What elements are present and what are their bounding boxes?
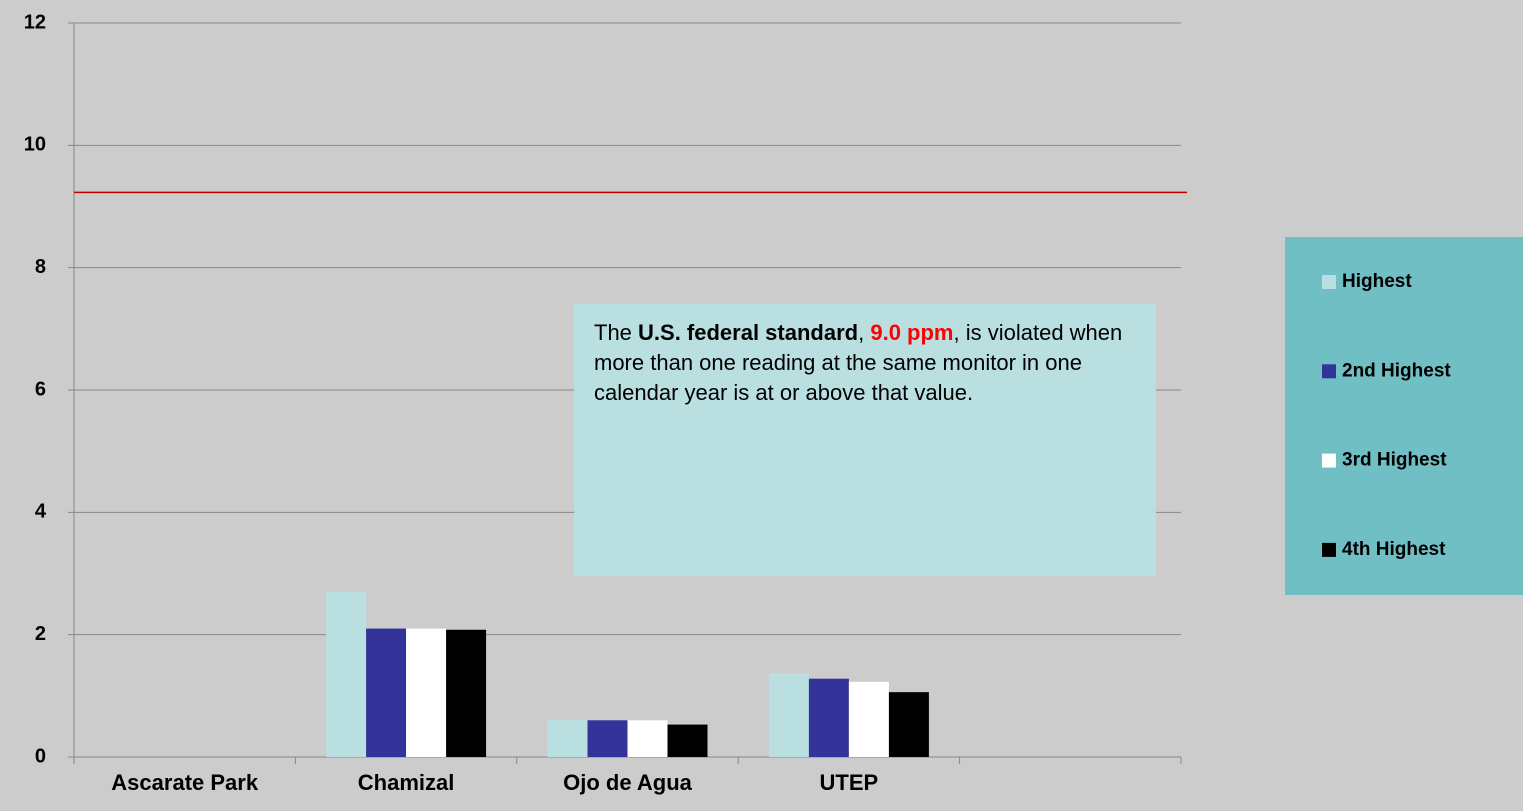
annotation-text: The xyxy=(594,320,639,345)
x-tick-label: Ojo de Agua xyxy=(563,770,693,795)
y-tick-label: 10 xyxy=(24,134,46,156)
bar xyxy=(768,673,809,757)
y-tick-label: 12 xyxy=(24,11,46,33)
legend-swatch xyxy=(1322,453,1336,468)
annotation-text: 9.0 ppm xyxy=(870,320,954,345)
legend-swatch xyxy=(1322,275,1336,289)
bar xyxy=(366,628,407,757)
annotation: The U.S. federal standard, 9.0 ppm, is v… xyxy=(574,304,1156,576)
y-tick-label: 0 xyxy=(35,745,46,767)
bar xyxy=(446,629,487,757)
legend-box xyxy=(1285,237,1523,595)
bar xyxy=(326,591,367,757)
legend-label: 3rd Highest xyxy=(1342,450,1447,471)
legend-label: Highest xyxy=(1342,271,1412,292)
bar xyxy=(627,720,668,757)
legend-swatch xyxy=(1322,542,1336,557)
x-tick-label: Chamizal xyxy=(358,770,455,795)
x-tick-label: UTEP xyxy=(820,770,879,795)
annotation-text: U.S. federal standard xyxy=(638,320,859,345)
bar xyxy=(667,724,708,757)
bar xyxy=(848,681,889,757)
y-tick-label: 6 xyxy=(35,378,46,400)
legend-label: 2nd Highest xyxy=(1342,360,1451,381)
bar xyxy=(406,628,447,757)
y-tick-label: 4 xyxy=(35,501,47,523)
annotation-text: , xyxy=(953,320,960,345)
bar xyxy=(547,720,588,757)
annotation-text: , xyxy=(858,320,871,345)
x-tick-label: Ascarate Park xyxy=(111,770,259,795)
legend-label: 4th Highest xyxy=(1342,539,1446,560)
y-tick-label: 2 xyxy=(35,623,46,645)
bar xyxy=(888,692,929,757)
annotation-text: is violated when more than one reading a… xyxy=(594,320,1123,405)
bar xyxy=(587,720,628,757)
y-tick-label: 8 xyxy=(35,256,46,278)
legend-swatch xyxy=(1322,364,1336,379)
bar xyxy=(808,678,849,757)
